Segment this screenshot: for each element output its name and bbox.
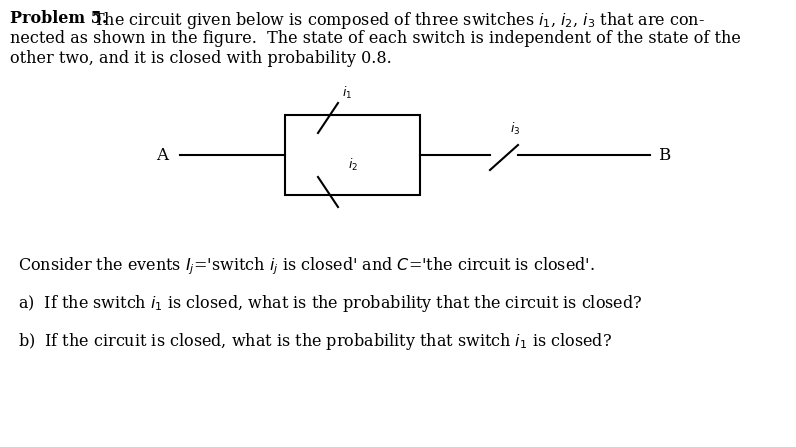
Text: other two, and it is closed with probability 0.8.: other two, and it is closed with probabi… [10,50,392,67]
Text: nected as shown in the figure.  The state of each switch is independent of the s: nected as shown in the figure. The state… [10,30,741,47]
Text: $i_1$: $i_1$ [342,85,352,101]
Text: b)  If the circuit is closed, what is the probability that switch $i_1$ is close: b) If the circuit is closed, what is the… [18,331,612,352]
Text: a)  If the switch $i_1$ is closed, what is the probability that the circuit is c: a) If the switch $i_1$ is closed, what i… [18,293,642,314]
Text: The circuit given below is composed of three switches $i_1$, $i_2$, $i_3$ that a: The circuit given below is composed of t… [88,10,705,31]
Text: $i_2$: $i_2$ [348,157,358,173]
Bar [285,115,420,195]
Text: B: B [658,147,670,164]
Text: Problem 5.: Problem 5. [10,10,107,27]
Text: A: A [156,147,168,164]
Text: Consider the events $I_j$='switch $i_j$ is closed' and $C$='the circuit is close: Consider the events $I_j$='switch $i_j$ … [18,255,595,277]
Text: $i_3$: $i_3$ [510,121,521,137]
